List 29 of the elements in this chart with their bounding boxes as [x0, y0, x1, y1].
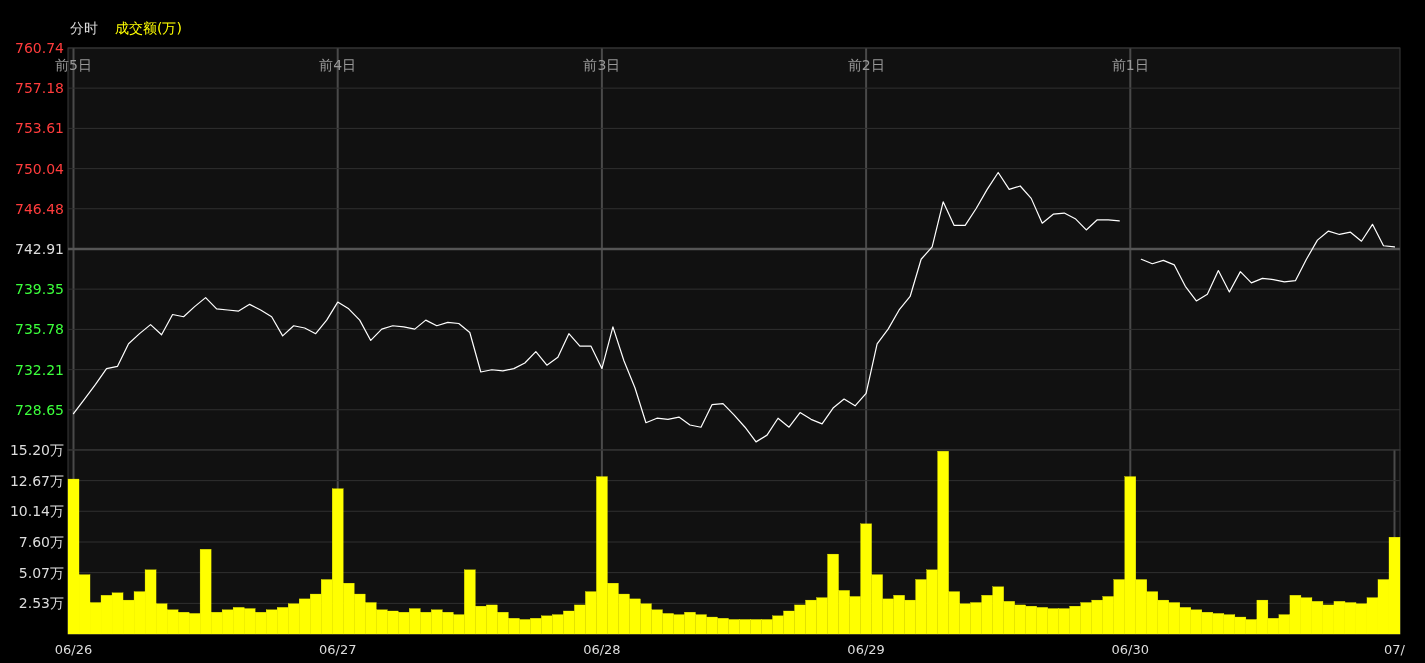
y-tick-label: 728.65	[15, 401, 64, 418]
x-tick-label: 前4日	[319, 57, 357, 73]
x-tick-label: 06/29	[847, 642, 885, 657]
y-tick-label: 12.67万	[9, 472, 64, 489]
y-tick-label: 735.78	[15, 321, 64, 338]
x-tick-label: 06/27	[318, 642, 357, 657]
y-tick-label: 739.35	[15, 281, 64, 298]
y-tick-label: 757.18	[15, 80, 64, 97]
y-tick-label: 742.91	[15, 241, 64, 257]
y-tick-label: 15.20万	[9, 442, 64, 458]
x-tick-label: 前1日	[1111, 57, 1149, 73]
y-tick-label: 5.07万	[18, 564, 64, 581]
y-tick-label: 750.04	[15, 160, 65, 177]
chart-title: 分时	[70, 20, 98, 36]
x-tick-label: 06/26	[54, 642, 93, 657]
y-tick-label: 2.53万	[18, 595, 64, 612]
y-tick-label: 7.60万	[18, 534, 64, 550]
chart-subtitle: 成交额(万)	[115, 20, 182, 36]
y-tick-label: 760.74	[15, 40, 65, 56]
x-tick-label: 06/28	[583, 642, 621, 657]
x-tick-label: 前2日	[847, 57, 885, 73]
x-tick-label: 06/30	[1111, 642, 1150, 657]
x-tick-label: 前3日	[583, 57, 621, 73]
y-tick-label: 732.21	[15, 361, 64, 378]
x-tick-label: 前5日	[55, 57, 92, 73]
y-tick-label: 746.48	[15, 200, 64, 217]
y-tick-label: 10.14万	[9, 503, 64, 520]
x-tick-label: 07/	[1384, 642, 1406, 657]
y-tick-label: 753.61	[15, 120, 64, 137]
